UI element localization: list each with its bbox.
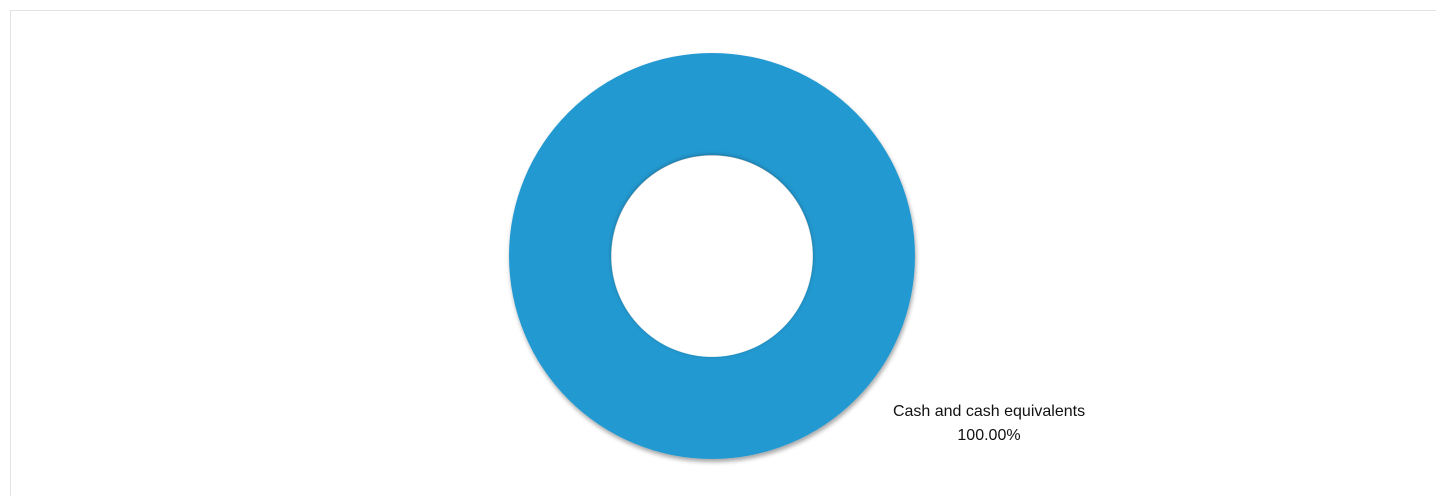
- slice-label-value-0: 100.00%: [957, 427, 1020, 444]
- donut-slices: [509, 53, 915, 459]
- slice-label-name-0: Cash and cash equivalents: [893, 403, 1085, 420]
- donut-hole: [611, 155, 813, 357]
- donut-slice-0: [509, 53, 915, 459]
- data-labels: Cash and cash equivalents 100.00%: [893, 403, 1085, 444]
